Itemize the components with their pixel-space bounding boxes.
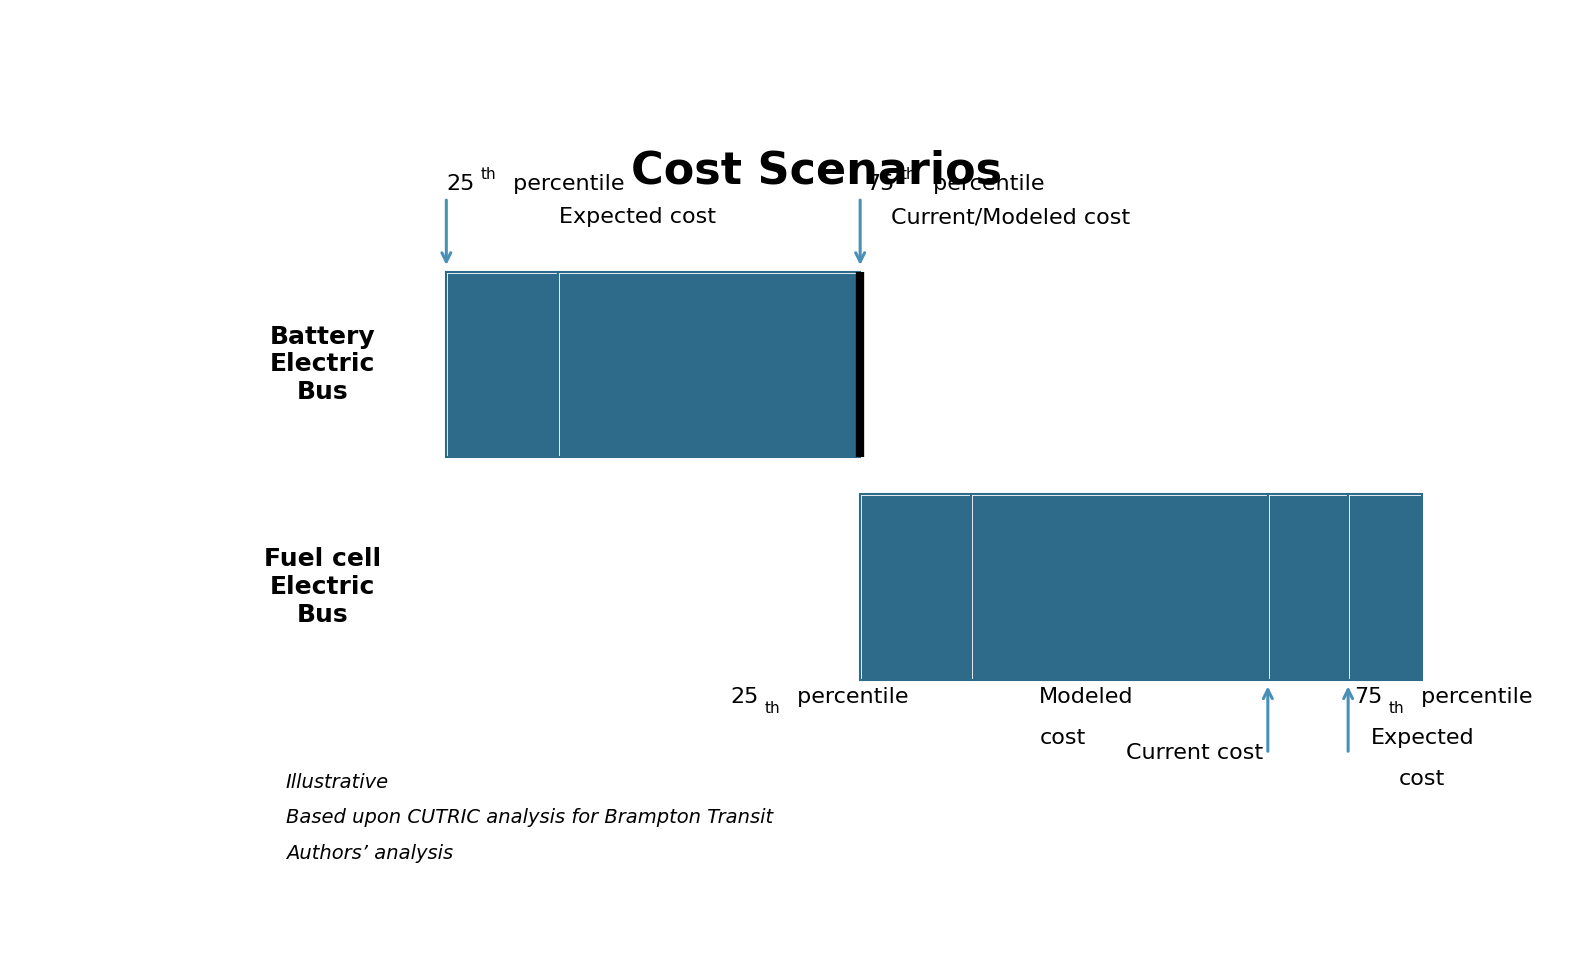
Bar (1267, 495, 1349, 680)
Text: th: th (765, 701, 781, 715)
Text: Modeled: Modeled (1039, 687, 1133, 708)
Text: Current cost: Current cost (1125, 743, 1262, 763)
Bar (971, 495, 1267, 680)
Text: Battery
Electric
Bus: Battery Electric Bus (269, 325, 376, 404)
Text: percentile: percentile (926, 174, 1044, 194)
Text: percentile: percentile (789, 687, 909, 708)
Bar (861, 495, 971, 680)
Text: cost: cost (1039, 728, 1086, 748)
Text: cost: cost (1400, 769, 1446, 789)
Bar (558, 272, 861, 457)
Text: th: th (1388, 701, 1404, 715)
Bar (558, 272, 861, 457)
Text: Expected: Expected (1371, 728, 1474, 748)
Bar (1267, 495, 1349, 680)
Text: percentile: percentile (505, 174, 625, 194)
Bar (446, 272, 558, 457)
Text: Expected cost: Expected cost (559, 207, 716, 227)
Text: Fuel cell
Electric
Bus: Fuel cell Electric Bus (265, 548, 381, 627)
Text: 25: 25 (446, 174, 475, 194)
Text: Current/Modeled cost: Current/Modeled cost (891, 207, 1130, 227)
Bar (446, 272, 558, 457)
Text: th: th (481, 167, 497, 182)
Text: th: th (901, 167, 917, 182)
Text: 75: 75 (867, 174, 894, 194)
Text: percentile: percentile (1414, 687, 1532, 708)
Bar (1349, 495, 1422, 680)
Text: Cost Scenarios: Cost Scenarios (631, 149, 1003, 192)
Text: 25: 25 (730, 687, 759, 708)
Bar (1349, 495, 1422, 680)
Bar (861, 495, 971, 680)
Text: 75: 75 (1355, 687, 1382, 708)
Text: Illustrative: Illustrative (285, 772, 389, 791)
Bar (971, 495, 1267, 680)
Text: Authors’ analysis: Authors’ analysis (285, 844, 453, 863)
Text: Based upon CUTRIC analysis for Brampton Transit: Based upon CUTRIC analysis for Brampton … (285, 808, 773, 827)
